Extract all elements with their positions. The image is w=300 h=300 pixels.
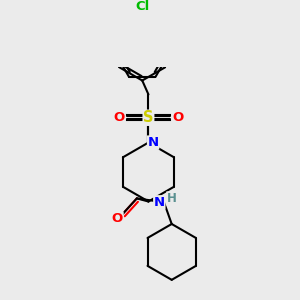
Text: O: O: [172, 111, 184, 124]
Text: N: N: [154, 196, 165, 209]
Text: O: O: [112, 212, 123, 225]
Text: S: S: [143, 110, 154, 125]
Text: N: N: [148, 136, 159, 149]
Text: Cl: Cl: [135, 0, 149, 13]
Text: O: O: [113, 111, 124, 124]
Text: H: H: [167, 192, 177, 205]
